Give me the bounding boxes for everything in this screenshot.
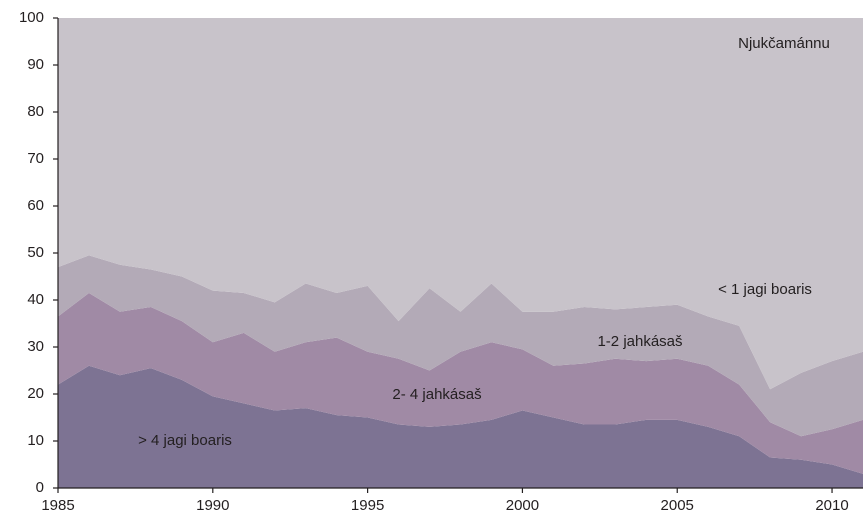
series-label: < 1 jagi boaris [718,281,812,298]
x-tick-label: 2005 [661,497,694,514]
area [58,365,863,488]
area [58,255,863,437]
y-tick-label: 90 [27,56,44,73]
x-tick-label: 1990 [196,497,229,514]
x-tick-label: 2000 [506,497,539,514]
area [58,18,863,390]
series-label: 1-2 jahkásaš [597,333,682,350]
x-tick-label: 1995 [351,497,384,514]
y-tick-label: 30 [27,338,44,355]
y-tick-label: 20 [27,385,44,402]
y-tick-label: 70 [27,150,44,167]
areas [58,18,863,488]
y-tick-label: 80 [27,103,44,120]
area [58,292,863,474]
y-tick-label: 60 [27,197,44,214]
series-label: 2- 4 jahkásaš [392,386,481,403]
y-tick-label: 100 [19,9,44,26]
y-tick-label: 50 [27,244,44,261]
annotation: Njukčamánnu [738,35,830,52]
series-label: > 4 jagi boaris [138,432,232,449]
x-tick-label: 2010 [815,497,848,514]
y-tick-label: 10 [27,432,44,449]
y-tick-label: 40 [27,291,44,308]
y-tick-label: 0 [36,479,44,496]
x-tick-label: 1985 [41,497,74,514]
